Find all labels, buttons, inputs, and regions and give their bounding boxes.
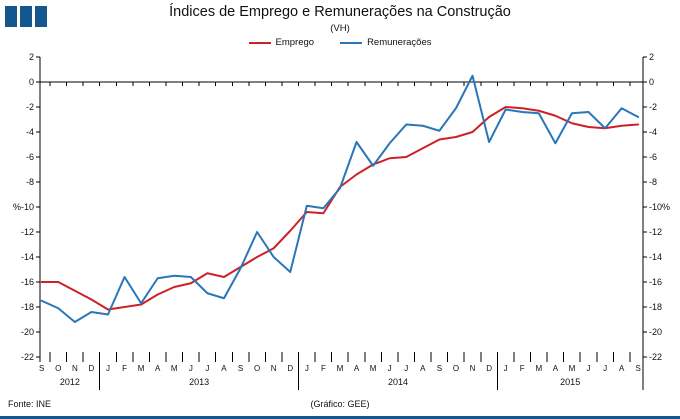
month-label: S [437,364,442,373]
y-tick-label-left: -14 [21,252,34,262]
month-label: O [254,364,260,373]
y-tick-label-left: 2 [29,52,34,62]
legend-label-remuneracoes: Remunerações [367,37,432,48]
month-label: M [370,364,377,373]
logo-square [20,6,32,27]
month-label: M [569,364,576,373]
y-tick-label-right: -12 [649,227,662,237]
y-tick-label-right: 0 [649,77,654,87]
month-label: O [453,364,459,373]
month-label: F [122,364,127,373]
y-tick-label-right: -6 [649,152,657,162]
month-label: M [171,364,178,373]
series-emprego [40,106,640,311]
month-label: J [205,364,209,373]
month-label: A [619,364,625,373]
y-tick-label-left: -20 [21,327,34,337]
month-label: J [587,364,591,373]
logo-square [5,6,17,27]
month-label: N [470,364,476,373]
y-tick-label-right: -16 [649,277,662,287]
source-note: Fonte: INE [8,399,52,409]
month-label: N [72,364,78,373]
y-tick-label-left: -12 [21,227,34,237]
month-label: S [636,364,641,373]
legend-item-remuneracoes: Remunerações [340,37,431,48]
month-label: A [354,364,360,373]
y-tick-label-right: -2 [649,102,657,112]
month-label: S [39,364,44,373]
y-tick-label-right: -8 [649,177,657,187]
credit-note: (Gráfico: GEE) [310,399,370,409]
y-tick-label-left: -16 [21,277,34,287]
y-tick-label-left: -22 [21,352,34,362]
y-tick-label-right: 2 [649,52,654,62]
logo-square [35,6,47,27]
legend-swatch-emprego [248,41,271,44]
month-label: D [89,364,95,373]
chart-subtitle: (VH) [330,23,350,34]
chart-title: Índices de Emprego e Remunerações na Con… [169,4,511,20]
y-tick-label-right: -22 [649,352,662,362]
legend: Emprego Remunerações [0,37,680,48]
month-label: D [287,364,293,373]
legend-item-emprego: Emprego [248,37,315,48]
month-label: J [388,364,392,373]
y-tick-label-right: -14 [649,252,662,262]
month-label: A [155,364,161,373]
y-tick-label-left: 0 [29,77,34,87]
year-label: 2015 [560,377,580,387]
year-label: 2014 [388,377,408,387]
logo [5,6,47,27]
month-label: A [420,364,426,373]
month-label: M [535,364,542,373]
month-label: J [305,364,309,373]
month-label: O [55,364,61,373]
month-label: S [238,364,243,373]
month-label: N [271,364,277,373]
series-remunerações [40,74,640,323]
month-label: F [520,364,525,373]
y-tick-label-left: -2 [26,102,34,112]
month-label: J [189,364,193,373]
legend-swatch-remuneracoes [340,41,363,44]
month-label: A [221,364,227,373]
legend-label-emprego: Emprego [275,37,315,48]
bottom-bar [0,416,680,419]
month-label: F [321,364,326,373]
y-tick-label-left: %-10 [13,202,34,212]
y-tick-label-right: -20 [649,327,662,337]
month-label: D [486,364,492,373]
month-label: M [337,364,344,373]
y-tick-label-left: -18 [21,302,34,312]
y-tick-label-right: -18 [649,302,662,312]
y-tick-label-right: -10% [649,202,670,212]
year-label: 2012 [60,377,80,387]
month-label: J [603,364,607,373]
y-tick-label-left: -8 [26,177,34,187]
month-label: J [504,364,508,373]
y-tick-label-left: -4 [26,127,34,137]
month-label: J [106,364,110,373]
month-label: J [404,364,408,373]
y-tick-label-right: -4 [649,127,657,137]
month-label: A [553,364,559,373]
year-label: 2013 [189,377,209,387]
month-label: M [138,364,145,373]
y-tick-label-left: -6 [26,152,34,162]
